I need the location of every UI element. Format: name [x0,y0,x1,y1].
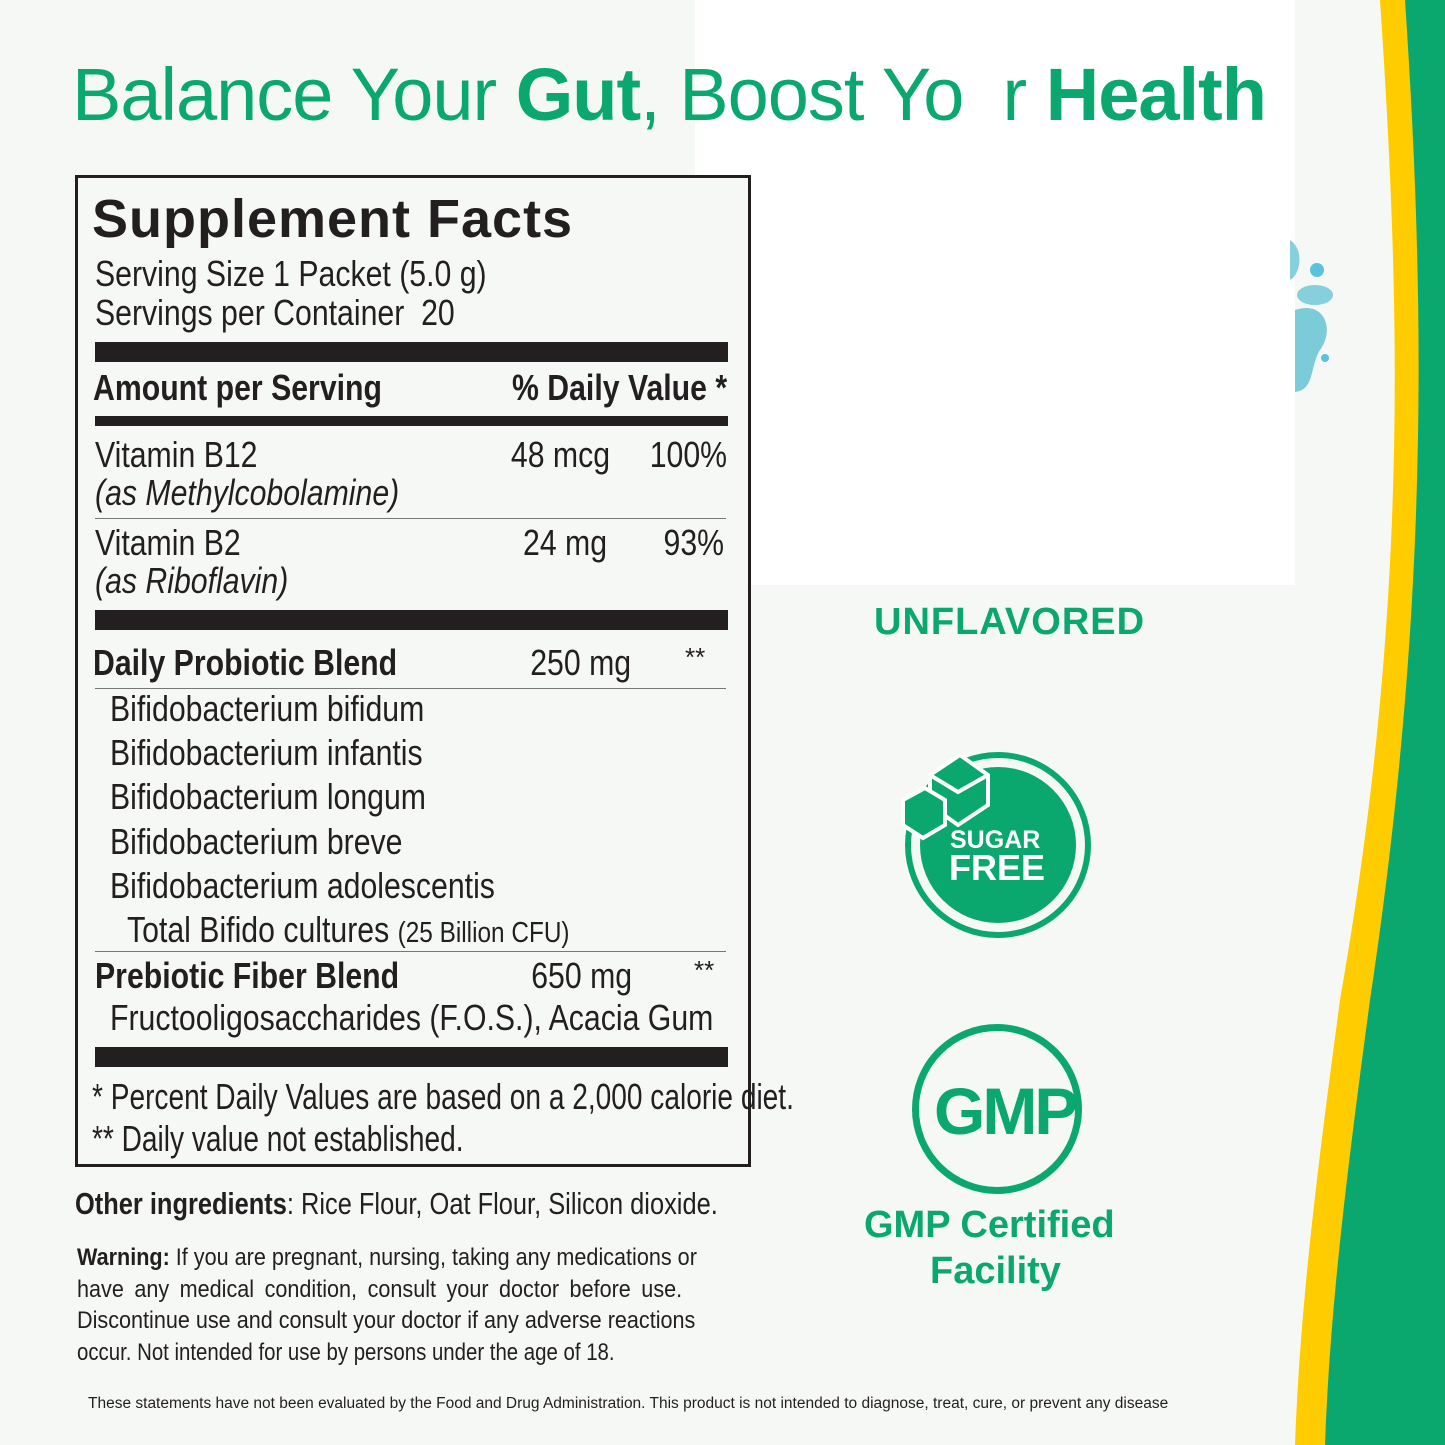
blend-dv: ** [685,642,706,672]
footnote-not-established: ** Daily value not established. [92,1118,464,1159]
blend-amount: 650 mg [531,955,632,996]
strain: Bifidobacterium infantis [110,732,423,773]
strain: Bifidobacterium bifidum [110,688,425,729]
warning-text: If you are pregnant, nursing, taking any… [169,1244,697,1271]
gmp-caption: Facility [930,1250,1061,1292]
header-amount: Amount per Serving [93,367,382,408]
sugar-cube-icon [901,752,1091,938]
strain: Bifidobacterium adolescentis [110,865,495,906]
divider-bar [95,610,728,630]
header-dv: % Daily Value * [511,367,727,408]
nutrient-source: (as Riboflavin) [95,560,289,601]
free-text: FREE [949,847,1046,888]
fda-disclaimer: These statements have not been evaluated… [88,1395,1169,1412]
total-cultures: Total Bifido cultures [127,909,390,950]
blend-name: Daily Probiotic Blend [93,642,398,683]
warning-text: Discontinue use and consult your doctor … [77,1307,696,1334]
nutrient-source: (as Methylcobolamine) [95,472,400,513]
headline: Balance Your Gut, Boost Yo r Health [72,53,1267,136]
row-divider [95,951,726,952]
gmp-text: GMP [934,1074,1078,1148]
nutrient-dv: 93% [663,522,724,563]
row-divider [95,688,726,689]
blend-name: Prebiotic Fiber Blend [95,955,400,996]
sugar-free-badge: SUGAR FREE [900,750,1100,940]
warning-text: have any medical condition, consult your… [77,1276,683,1303]
supplement-facts-panel [75,175,751,1167]
other-ingredients-text: : Rice Flour, Oat Flour, Silicon dioxide… [286,1186,718,1221]
blend-amount: 250 mg [530,642,631,683]
nutrient-amount: 48 mcg [510,434,610,475]
footnote-dv: * Percent Daily Values are based on a 2,… [92,1076,794,1117]
other-ingredients-label: Other ingredients [75,1186,287,1221]
product-image-area [695,0,1295,585]
gmp-badge [912,1024,1082,1194]
warning-text: occur. Not intended for use by persons u… [77,1339,615,1366]
flavor-label: UNFLAVORED [874,601,1146,643]
facts-title: Supplement Facts [92,189,574,249]
warning-label: Warning: [77,1244,170,1271]
blend-dv: ** [694,955,715,985]
divider-bar [95,416,728,426]
divider-bar [95,342,728,362]
strain: Bifidobacterium longum [110,776,427,817]
strain: Bifidobacterium breve [110,821,403,862]
row-divider [95,518,726,519]
droplet-graphic [1290,240,1333,392]
sugar-text: SUGAR [950,826,1041,854]
side-wave-decoration [1295,0,1445,1445]
nutrient-dv: 100% [649,434,727,475]
nutrient-name: Vitamin B2 [95,522,241,563]
servings-per-container: Servings per Container 20 [95,292,455,333]
nutrient-name: Vitamin B12 [95,434,258,475]
serving-size: Serving Size 1 Packet (5.0 g) [95,253,487,294]
prebiotic-ingredients: Fructooligosaccharides (F.O.S.), Acacia … [110,997,714,1038]
gmp-caption: GMP Certified [864,1204,1115,1246]
divider-bar [95,1047,728,1067]
nutrient-amount: 24 mg [522,522,607,563]
total-cfu: (25 Billion CFU) [397,917,570,949]
